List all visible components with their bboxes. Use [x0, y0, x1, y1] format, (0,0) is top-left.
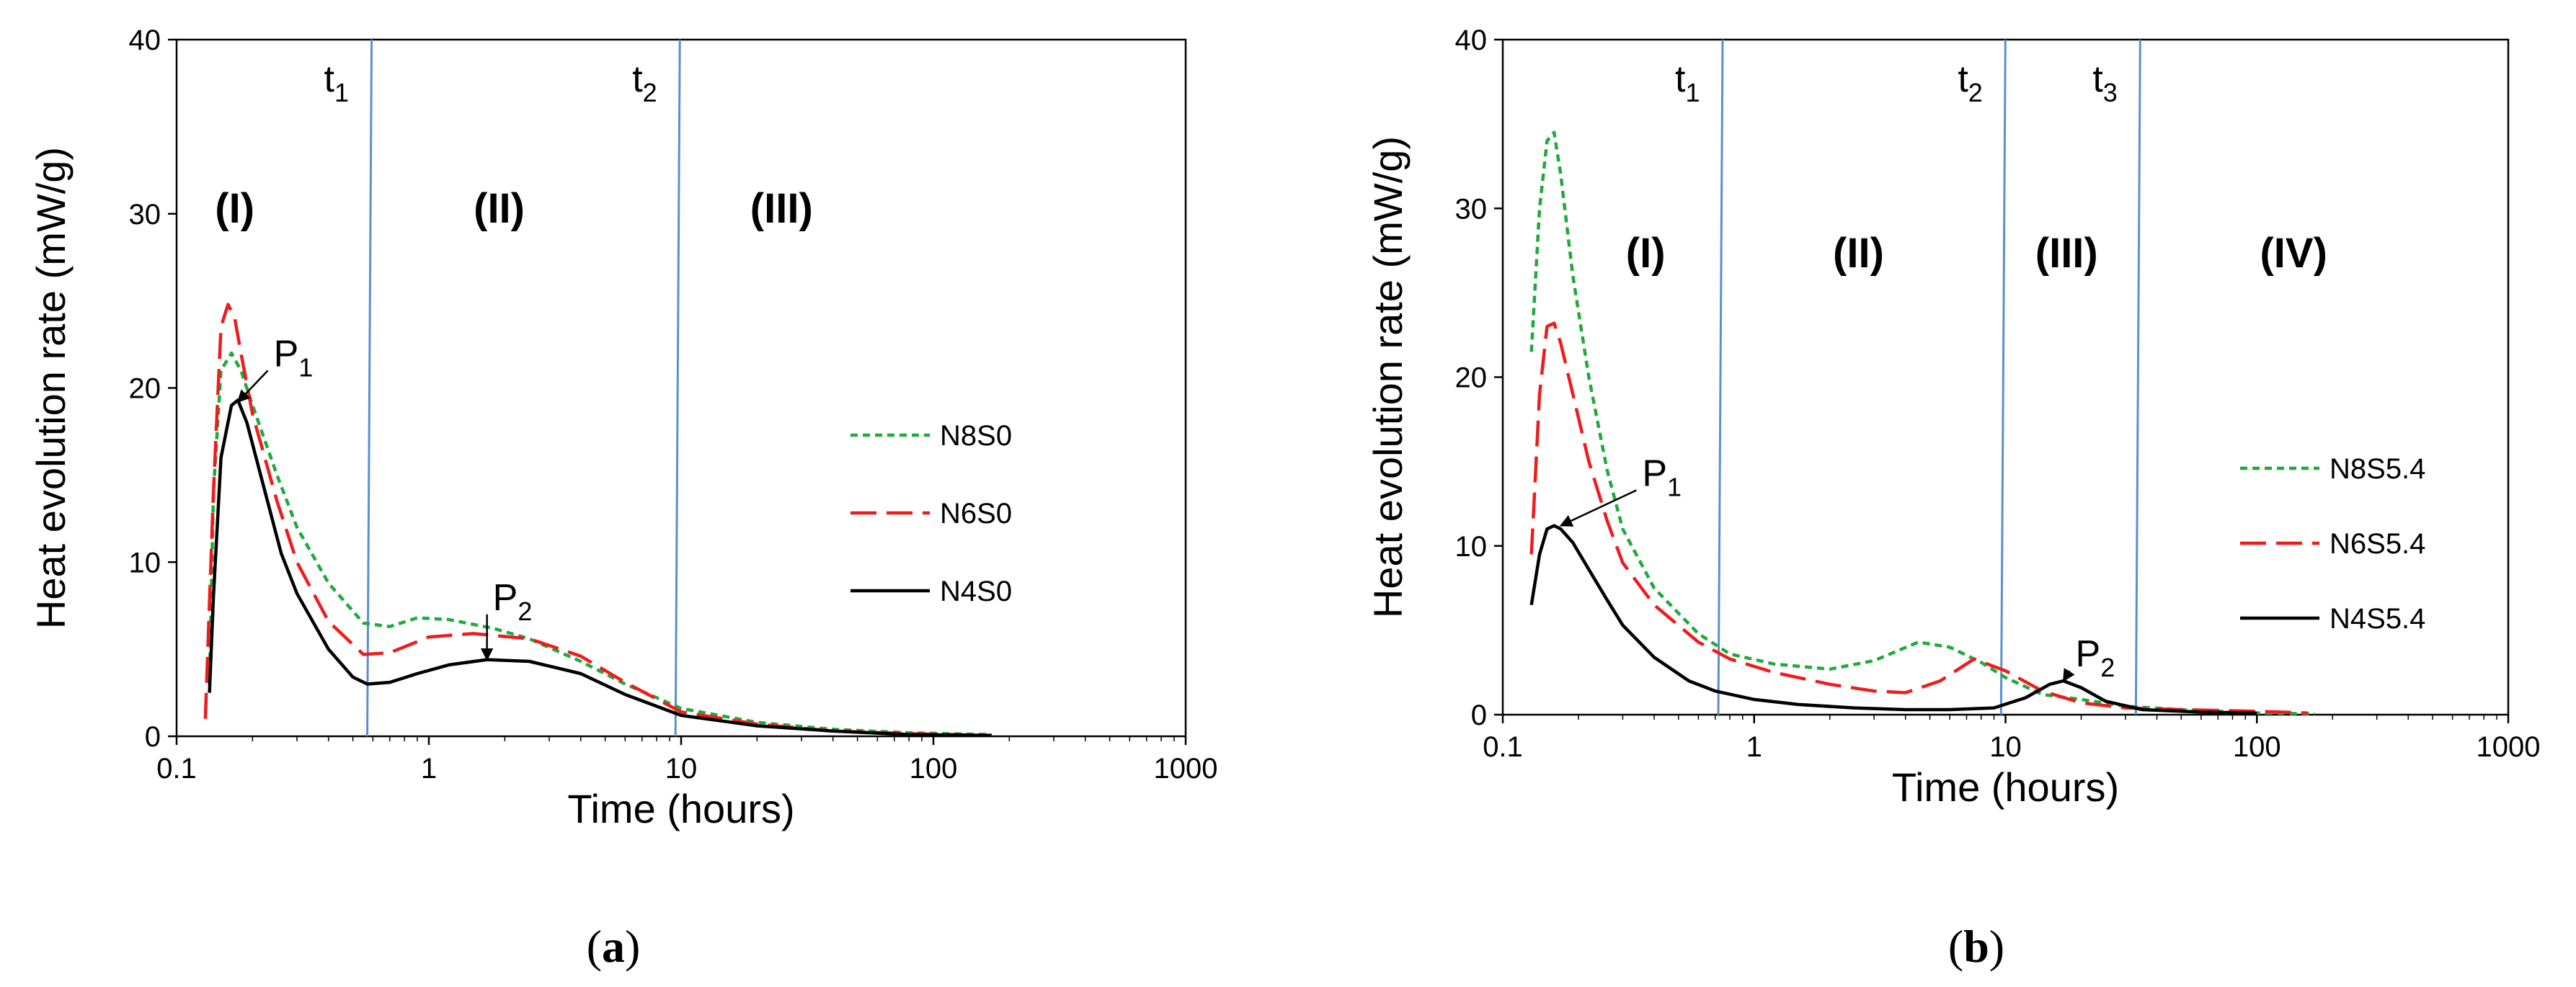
caption-letter: b: [1963, 921, 1989, 972]
peak-arrow-p1: [1559, 489, 1637, 527]
y-tick-label: 30: [129, 199, 161, 231]
x-tick-label: 100: [910, 753, 958, 785]
boundary-label-t1: t1: [1675, 58, 1700, 107]
y-axis-title: Heat evolution rate (mW/g): [28, 147, 74, 629]
phase-label: (I): [215, 185, 254, 232]
peak-label-p2: P2: [2076, 633, 2115, 682]
x-tick-label: 0.1: [1483, 731, 1523, 763]
x-tick-label: 1: [421, 753, 437, 785]
series-line-n8s0: [208, 351, 992, 736]
series-line-n4s5-4: [1529, 524, 2257, 715]
peak-label-p1-main: P: [274, 333, 299, 375]
legend-label: N6S5.4: [2329, 528, 2425, 560]
caption-close-paren: ): [1989, 921, 2004, 972]
x-tick-label: 10: [1989, 731, 2022, 763]
y-tick-label: 10: [129, 547, 161, 579]
boundary-label-t2: t2: [1958, 58, 1982, 107]
boundary-label-t2-main: t: [632, 58, 643, 100]
boundary-line-t2: [674, 39, 681, 737]
boundary-label-t1-sub: 1: [334, 78, 349, 107]
y-tick-label: 20: [129, 373, 161, 405]
series-line-n6s0: [203, 303, 992, 738]
caption-close-paren: ): [625, 921, 640, 972]
caption-open-paren: (: [1948, 921, 1963, 972]
y-axis-title: Heat evolution rate (mW/g): [1365, 136, 1411, 618]
legend-label: N6S0: [940, 498, 1012, 530]
peak-label-p2-main: P: [493, 577, 518, 619]
x-axis-title: Time (hours): [567, 786, 794, 831]
y-tick-label: 40: [129, 24, 161, 56]
peak-label-p1: P1: [1642, 452, 1682, 501]
y-tick-label: 20: [1455, 362, 1488, 394]
y-tick-label: 40: [1455, 24, 1488, 56]
peak-label-p2-main: P: [2076, 633, 2101, 675]
chart-panel-a: 0.1 1 10 100 1000 0 10 20 30 40 Time (hours) Heat e…: [28, 24, 1217, 972]
plot-frame: [175, 38, 1187, 738]
boundary-line-t2: [1999, 39, 2007, 715]
peak-label-p1-sub: 1: [1667, 472, 1682, 501]
boundary-label-t3-main: t: [2092, 58, 2103, 100]
panel-caption: (a): [587, 921, 641, 972]
phase-label: (III): [2035, 230, 2098, 277]
legend-label: N8S5.4: [2329, 453, 2425, 485]
legend-label: N4S0: [940, 576, 1012, 607]
phase-label: (I): [1626, 230, 1666, 277]
x-axis-title: Time (hours): [1892, 764, 2119, 810]
x-tick-label: 1000: [1154, 753, 1218, 785]
peak-arrow-p1: [236, 370, 269, 403]
x-tick-label: 10: [665, 753, 698, 785]
peak-label-p1: P1: [274, 333, 314, 382]
y-tick-label: 0: [1471, 700, 1487, 731]
peak-label-p2-sub: 2: [518, 597, 532, 626]
y-tick-label: 0: [145, 721, 161, 753]
phase-label: (II): [474, 185, 525, 232]
boundary-label-t1-sub: 1: [1685, 78, 1700, 107]
phase-label: (III): [750, 185, 813, 232]
boundary-line-t1: [366, 39, 373, 737]
peak-label-p1-sub: 1: [298, 352, 313, 382]
chart-panel-b: 0.1 1 10 100 1000 0 10 20 30 40 Time (hours) Heat e…: [1365, 24, 2540, 972]
series-line-n4s0: [208, 398, 992, 738]
phase-label: (II): [1833, 230, 1884, 277]
x-tick-label: 1: [1746, 731, 1762, 763]
phase-label: (IV): [2260, 230, 2327, 277]
peak-arrow-p2: [2062, 668, 2075, 682]
boundary-label-t1-main: t: [324, 58, 335, 100]
y-tick-label: 30: [1455, 193, 1488, 225]
peak-label-p2: P2: [493, 577, 533, 626]
boundary-label-t3: t3: [2092, 58, 2117, 107]
x-tick-label: 100: [2233, 731, 2281, 763]
legend-label: N4S5.4: [2329, 603, 2425, 635]
boundary-label-t2-main: t: [1958, 58, 1968, 100]
boundary-label-t2-sub: 2: [1968, 78, 1983, 107]
series-line-n8s5-4: [1529, 130, 2315, 716]
boundary-label-t2: t2: [632, 58, 657, 107]
panel-caption: (b): [1948, 921, 2004, 972]
boundary-line-t3: [2134, 39, 2141, 715]
peak-label-p1-main: P: [1642, 452, 1667, 494]
boundary-label-t3-sub: 3: [2103, 78, 2118, 107]
boundary-label-t1-main: t: [1675, 58, 1686, 100]
boundary-label-t1: t1: [324, 58, 349, 107]
boundary-label-t2-sub: 2: [643, 78, 657, 107]
boundary-line-t1: [1717, 39, 1724, 715]
x-tick-label: 0.1: [156, 753, 197, 785]
caption-open-paren: (: [587, 921, 602, 972]
caption-letter: a: [602, 921, 625, 972]
legend-label: N8S0: [940, 420, 1012, 452]
peak-label-p2-sub: 2: [2100, 653, 2115, 682]
series-line-n6s5-4: [1529, 321, 2309, 715]
x-tick-label: 1000: [2477, 731, 2541, 763]
y-tick-label: 10: [1455, 531, 1488, 563]
